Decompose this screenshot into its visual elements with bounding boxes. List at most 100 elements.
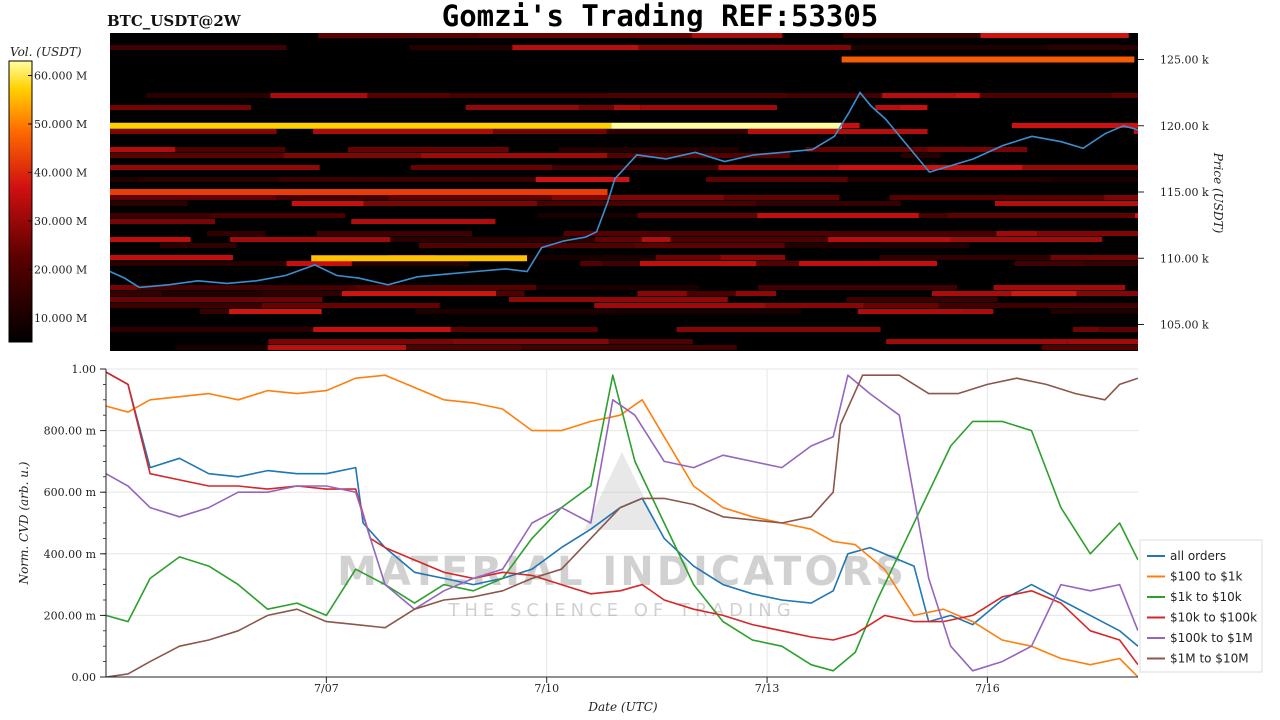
orderbook-cell	[110, 105, 252, 110]
orderbook-cell	[756, 201, 901, 206]
orderbook-cell	[558, 147, 740, 152]
colorbar-tick-label: 10.000 M	[34, 312, 87, 325]
orderbook-cell	[835, 231, 997, 236]
orderbook-cell	[563, 231, 647, 236]
watermark-text: MATERIAL INDICATORS	[337, 549, 907, 595]
orderbook-cell	[805, 147, 928, 152]
orderbook-cell	[110, 153, 284, 158]
orderbook-cell	[457, 255, 656, 260]
price-tick-label: 110.00 k	[1160, 252, 1209, 265]
orderbook-cell	[110, 291, 163, 296]
colorbar-gradient	[8, 60, 33, 343]
orderbook-cell	[409, 45, 513, 50]
orderbook-cell	[367, 93, 451, 98]
orderbook-cell	[110, 147, 176, 152]
orderbook-cell	[879, 255, 1051, 260]
orderbook-cell	[199, 309, 230, 314]
orderbook-cell	[347, 147, 509, 152]
orderbook-cell	[607, 153, 791, 158]
orderbook-cell	[613, 105, 641, 110]
orderbook-cell	[552, 195, 725, 200]
price-line	[110, 91, 1138, 289]
chart-title: Gomzi's Trading REF:53305	[442, 0, 879, 33]
watermark: MATERIAL INDICATORS THE SCIENCE OF TRADI…	[337, 452, 907, 621]
orderbook-cell	[931, 291, 1012, 296]
cvd-line--100k-to-1m	[106, 374, 1138, 672]
orderbook-cell	[512, 45, 639, 50]
orderbook-cell	[993, 285, 1126, 290]
orderbook-cell	[286, 261, 352, 266]
orderbook-cell	[758, 285, 958, 290]
cvd-axis-title: Norm. CVD (arb. u.)	[17, 461, 31, 585]
orderbook-cell	[899, 105, 928, 110]
orderbook-cell	[764, 303, 864, 308]
orderbook-cell	[886, 339, 1068, 344]
cvd-line--1m-to-10m	[106, 374, 1138, 677]
orderbook-cell	[420, 153, 608, 158]
orderbook-cell	[1083, 261, 1138, 266]
orderbook-cell	[110, 303, 262, 308]
orderbook-cell	[950, 237, 1103, 242]
orderbook-cell	[1098, 327, 1138, 332]
orderbook-cell	[882, 93, 956, 98]
orderbook-bands	[110, 33, 1138, 350]
orderbook-cell	[535, 177, 630, 182]
orderbook-cell	[637, 213, 758, 218]
orderbook-cell	[493, 129, 607, 134]
cvd-tick-label: 0.00	[72, 671, 97, 684]
orderbook-cell	[552, 165, 719, 170]
orderbook-cell	[579, 105, 614, 110]
cvd-line--10k-to-100k	[106, 371, 1138, 666]
orderbook-cell	[313, 327, 451, 332]
orderbook-cell	[601, 261, 640, 266]
orderbook-cell	[838, 165, 1023, 170]
orderbook-cell	[537, 213, 638, 218]
orderbook-cell	[606, 129, 748, 134]
orderbook-cell	[994, 201, 1138, 206]
orderbook-cell	[1073, 327, 1099, 332]
orderbook-cell	[639, 261, 757, 266]
orderbook-cell	[1067, 339, 1138, 344]
colorbar: Vol. (USDT) 10.000 M 20.000 M 30.000 M 40.0…	[8, 45, 87, 343]
orderbook-cell	[1052, 177, 1138, 182]
orderbook-cell	[410, 165, 553, 170]
orderbook-cell	[110, 45, 287, 50]
orderbook-cell	[686, 291, 736, 296]
cvd-background	[106, 369, 1138, 677]
orderbook-cell	[159, 243, 237, 248]
orderbook-cell	[229, 309, 322, 314]
orderbook-cell	[979, 93, 1113, 98]
colorbar-tick-label: 60.000 M	[34, 70, 87, 83]
price-axis-title: Price (USDT)	[1211, 152, 1225, 234]
orderbook-cell	[784, 243, 970, 248]
orderbook-cell	[267, 345, 407, 350]
cvd-tick-label: 200.00 m	[44, 609, 97, 622]
heatmap-panel: 105.00 k 110.00 k 115.00 k 120.00 k 125.00 k…	[110, 33, 1225, 351]
orderbook-cell	[137, 285, 356, 290]
liquidity-wall	[110, 189, 608, 195]
orderbook-cell	[110, 261, 287, 266]
orderbook-cell	[634, 243, 785, 248]
orderbook-cell	[637, 291, 687, 296]
orderbook-cell	[646, 231, 836, 236]
orderbook-cell	[918, 213, 948, 218]
price-tick-label: 120.00 k	[1160, 120, 1209, 133]
orderbook-cell	[351, 219, 496, 224]
orderbook-cell	[452, 339, 609, 344]
cvd-tick-label: 600.00 m	[44, 486, 97, 499]
orderbook-cell	[857, 309, 965, 314]
liquidity-wall	[110, 122, 612, 129]
price-tick-label: 125.00 k	[1160, 54, 1209, 67]
orderbook-cell	[418, 243, 635, 248]
orderbook-cell	[1076, 309, 1138, 314]
cvd-tick-label: 800.00 m	[44, 425, 97, 438]
orderbook-cell	[536, 285, 701, 290]
orderbook-cell	[1046, 45, 1138, 50]
orderbook-cell	[450, 93, 608, 98]
cvd-line--100-to-1k	[106, 374, 1138, 677]
orderbook-cell	[318, 33, 479, 38]
orderbook-cell	[1011, 123, 1138, 128]
orderbook-cell	[270, 93, 368, 98]
orderbook-cell	[316, 231, 472, 236]
orderbook-cell	[901, 153, 941, 158]
